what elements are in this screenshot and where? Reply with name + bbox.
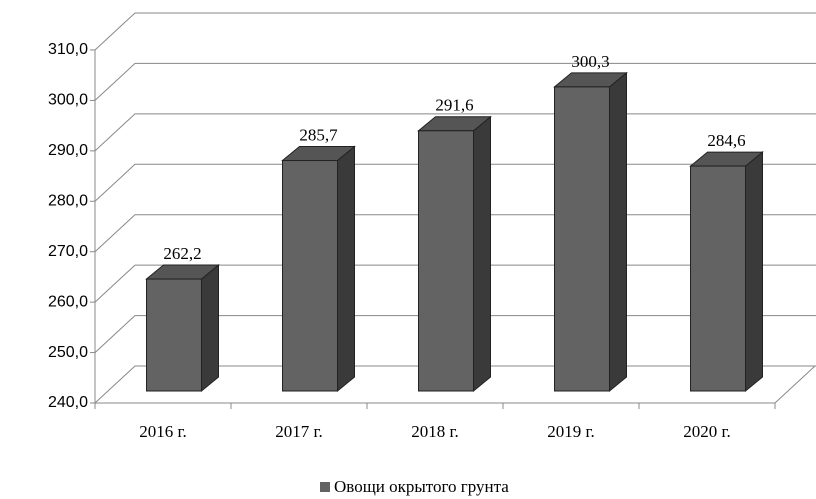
bar <box>282 160 338 392</box>
bar <box>418 130 474 392</box>
value-label: 284,6 <box>707 131 745 150</box>
x-tick-label: 2017 г. <box>275 422 323 441</box>
bar-side <box>201 263 219 393</box>
grid-line <box>94 12 816 51</box>
value-label: 300,3 <box>571 52 609 71</box>
y-tick-label: 250,0 <box>48 344 88 361</box>
bar-side <box>745 151 763 393</box>
y-tick-label: 260,0 <box>48 293 88 310</box>
x-tick-label: 2020 г. <box>683 422 731 441</box>
value-label: 262,2 <box>163 244 201 263</box>
legend-swatch <box>320 482 330 492</box>
legend-label: Овощи окрытого грунта <box>334 477 509 496</box>
bar-side <box>337 145 355 393</box>
y-tick-label: 270,0 <box>48 243 88 260</box>
x-tick-label: 2019 г. <box>547 422 595 441</box>
x-tick-label: 2018 г. <box>411 422 459 441</box>
value-label: 291,6 <box>435 96 473 115</box>
value-label: 285,7 <box>299 125 338 144</box>
bar-side <box>473 115 491 393</box>
grid-line <box>94 62 816 101</box>
bar <box>690 165 746 392</box>
bar <box>554 86 610 392</box>
bar <box>146 278 202 392</box>
y-tick-label: 290,0 <box>48 142 88 159</box>
y-tick-label: 280,0 <box>48 193 88 210</box>
y-tick-label: 310,0 <box>48 41 88 58</box>
x-tick-label: 2016 г. <box>139 422 187 441</box>
y-tick-label: 300,0 <box>48 92 88 109</box>
bar-side <box>609 71 627 393</box>
y-tick-label: 240,0 <box>48 394 88 411</box>
